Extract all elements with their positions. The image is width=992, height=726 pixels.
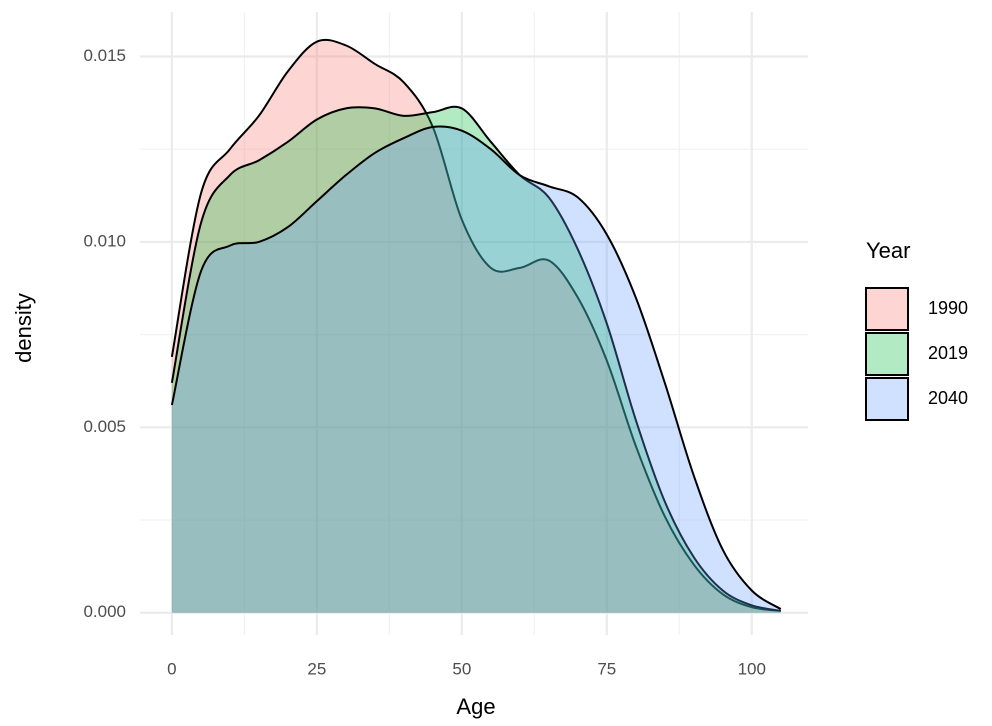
x-axis-title: Age bbox=[456, 694, 495, 719]
legend-key bbox=[865, 332, 909, 376]
y-tick-label: 0.005 bbox=[83, 417, 126, 436]
density-line bbox=[170, 105, 781, 612]
density-area bbox=[171, 126, 781, 613]
legend-label: 1990 bbox=[928, 298, 968, 318]
legend-title: Year bbox=[866, 238, 910, 263]
grid bbox=[140, 12, 808, 635]
x-tick-label: 25 bbox=[307, 659, 326, 678]
legend-label: 2040 bbox=[928, 388, 968, 408]
density-area bbox=[171, 106, 781, 613]
legend-key bbox=[865, 377, 909, 421]
y-tick-label: 0.015 bbox=[83, 46, 126, 65]
density-area bbox=[171, 39, 781, 613]
legend-key bbox=[865, 287, 909, 331]
x-tick-label: 0 bbox=[167, 659, 176, 678]
density-line bbox=[170, 38, 781, 612]
legend-key-bg bbox=[866, 378, 908, 420]
x-tick-label: 50 bbox=[452, 659, 471, 678]
y-tick-label: 0.010 bbox=[83, 231, 126, 250]
x-tick-label: 100 bbox=[738, 659, 766, 678]
legend-label: 2019 bbox=[928, 343, 968, 363]
y-tick-label: 0.000 bbox=[83, 602, 126, 621]
legend-key-bg bbox=[866, 288, 908, 330]
density-line bbox=[170, 125, 782, 610]
legend-key-bg bbox=[866, 333, 908, 375]
y-axis-title: density bbox=[11, 293, 36, 363]
x-tick-label: 75 bbox=[597, 659, 616, 678]
